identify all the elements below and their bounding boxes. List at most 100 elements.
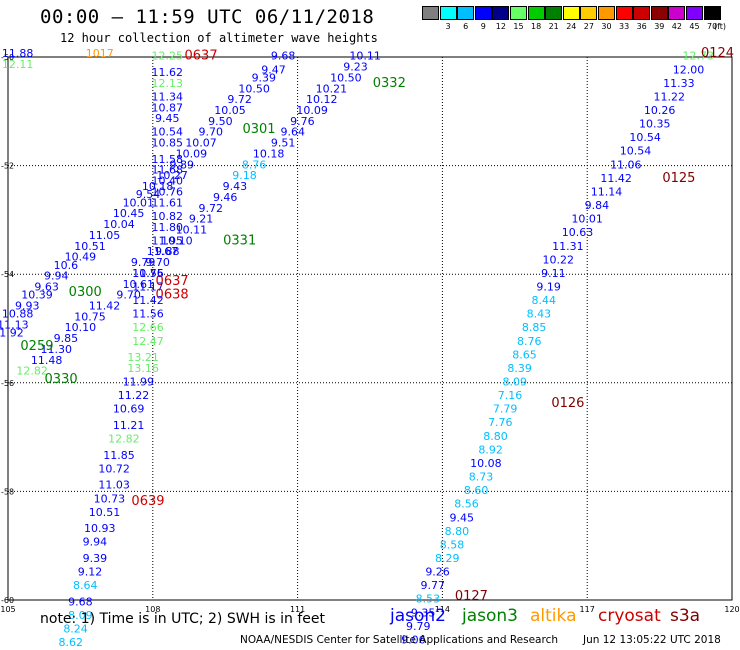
wave-height-label: 11.42 xyxy=(132,294,164,307)
colorbar-label: 21 xyxy=(548,22,559,31)
satellite-legend-jason3: jason3 xyxy=(462,606,518,626)
wave-height-label: 9.79 xyxy=(131,256,156,269)
wave-height-label: 12.13 xyxy=(152,77,184,90)
pass-time-label: 0331 xyxy=(223,233,256,248)
wave-height-colorbar: 3 6 9 12 15 18 21 24 27 30 33 36 39 42 45 70 (ft) xyxy=(422,6,728,32)
lat-tick-label: -52 xyxy=(1,162,14,171)
wave-height-label: 10.63 xyxy=(562,226,594,239)
wave-height-label: 11.03 xyxy=(98,479,130,492)
pass-time-label: 0637 xyxy=(185,49,218,64)
wave-height-label: 11.22 xyxy=(118,389,150,402)
colorbar-swatch xyxy=(527,6,545,20)
wave-height-label: 12.11 xyxy=(2,58,34,71)
pass-time-label: 0330 xyxy=(45,372,78,387)
wave-height-label: 11.48 xyxy=(31,354,63,367)
wave-height-label: 9.85 xyxy=(54,332,79,345)
colorbar-swatch xyxy=(474,6,492,20)
colorbar-label: 36 xyxy=(636,22,647,31)
wave-height-label: 10.88 xyxy=(2,308,34,321)
wave-height-label: 10.21 xyxy=(316,82,348,95)
lon-tick-label: 117 xyxy=(580,605,595,614)
wave-height-label: 10.10 xyxy=(65,321,97,334)
pass-time-label: 0638 xyxy=(156,288,189,303)
wave-height-label: 9.70 xyxy=(145,256,170,269)
wave-height-label: 10.49 xyxy=(65,251,97,264)
wave-height-label: 9.39 xyxy=(252,71,277,84)
wave-height-label: 11.17 xyxy=(132,280,164,293)
colorbar-swatch xyxy=(650,6,668,20)
wave-height-label: 9.63 xyxy=(34,280,59,293)
wave-height-label: 9.68 xyxy=(271,50,296,63)
wave-height-label: 10.76 xyxy=(152,185,184,198)
wave-height-label: 11.61 xyxy=(152,196,184,209)
wave-height-label: 10.01 xyxy=(571,213,603,226)
pass-time-label: 0637 xyxy=(156,274,189,289)
pass-time-label: 0300 xyxy=(69,285,102,300)
wave-height-label: 11.42 xyxy=(600,172,632,185)
colorbar-swatch xyxy=(422,6,439,20)
colorbar-label: 27 xyxy=(583,22,594,31)
wave-height-label: 8.53 xyxy=(416,593,441,606)
satellite-legend-s3a: s3a xyxy=(670,606,701,626)
lat-tick-label: -60 xyxy=(1,596,14,605)
wave-height-label: 10.50 xyxy=(330,71,362,84)
wave-height-label: 9.72 xyxy=(227,93,252,106)
wave-height-label: 11.31 xyxy=(552,240,584,253)
wave-height-label: 8.39 xyxy=(507,362,532,375)
wave-height-label: 9.43 xyxy=(223,180,248,193)
wave-height-label: 8.29 xyxy=(435,552,460,565)
wave-height-label: 11.30 xyxy=(41,343,73,356)
wave-height-label: 9.12 xyxy=(78,566,103,579)
wave-height-label: 10.04 xyxy=(103,218,135,231)
colorbar-swatch xyxy=(686,6,703,20)
wave-height-label: 10.54 xyxy=(620,145,652,158)
wave-height-label: 9.50 xyxy=(208,115,233,128)
colorbar-swatch xyxy=(510,6,527,20)
wave-height-label: 9.06 xyxy=(401,633,426,646)
colorbar-swatch xyxy=(439,6,457,20)
lat-tick-label: -54 xyxy=(1,270,14,279)
wave-height-label: 9.21 xyxy=(189,213,214,226)
wave-height-label: 11.76 xyxy=(132,267,164,280)
wave-height-label: 8.44 xyxy=(532,294,557,307)
wave-height-label: 11.99 xyxy=(123,376,155,389)
wave-height-label: 9.45 xyxy=(449,511,474,524)
wave-height-label: 9.94 xyxy=(83,536,108,549)
wave-height-label: 10.11 xyxy=(349,50,381,63)
wave-height-label: 8.73 xyxy=(469,471,494,484)
wave-height-label: 1017 xyxy=(86,47,114,60)
colorbar-swatch xyxy=(598,6,615,20)
colorbar-label: 42 xyxy=(671,22,682,31)
colorbar-swatch xyxy=(580,6,598,20)
wave-height-label: 9.35 xyxy=(411,606,436,619)
wave-height-label: 9.45 xyxy=(155,112,180,125)
wave-height-label: 7.16 xyxy=(498,389,523,402)
wave-height-label: 8.80 xyxy=(483,430,508,443)
wave-height-label: 9.51 xyxy=(271,137,296,150)
wave-height-label: 11.05 xyxy=(89,229,121,242)
wave-height-label: 13.16 xyxy=(127,362,159,375)
colorbar-label: 45 xyxy=(689,22,700,31)
wave-height-label: 11.68 xyxy=(152,164,184,177)
wave-height-label: 10.54 xyxy=(152,126,184,139)
wave-height-label: 9.72 xyxy=(198,202,223,215)
wave-height-label: 10.73 xyxy=(94,492,126,505)
wave-height-label: 11.22 xyxy=(654,90,686,103)
wave-height-label: 10.54 xyxy=(629,131,661,144)
wave-height-label: 11.13 xyxy=(0,319,29,332)
wave-height-label: 9.64 xyxy=(281,126,306,139)
wave-height-label: 10.07 xyxy=(185,137,217,150)
wave-height-label: 11.85 xyxy=(103,449,135,462)
wave-height-label: 7.76 xyxy=(488,416,513,429)
page-title: 00:00 – 11:59 UTC 06/11/2018 xyxy=(40,6,375,28)
pass-time-label: 0259 xyxy=(20,339,53,354)
wave-height-label: 8.76 xyxy=(517,335,542,348)
pass-time-label: 0126 xyxy=(551,396,584,411)
wave-height-label: 9.70 xyxy=(116,289,141,302)
wave-height-label: 8.60 xyxy=(464,484,489,497)
colorbar-label: 9 xyxy=(480,22,486,31)
colorbar-swatch xyxy=(457,6,475,20)
wave-height-label: 8.09 xyxy=(503,376,528,389)
wave-height-label: 11.14 xyxy=(591,185,623,198)
wave-height-label: 7.79 xyxy=(493,403,518,416)
